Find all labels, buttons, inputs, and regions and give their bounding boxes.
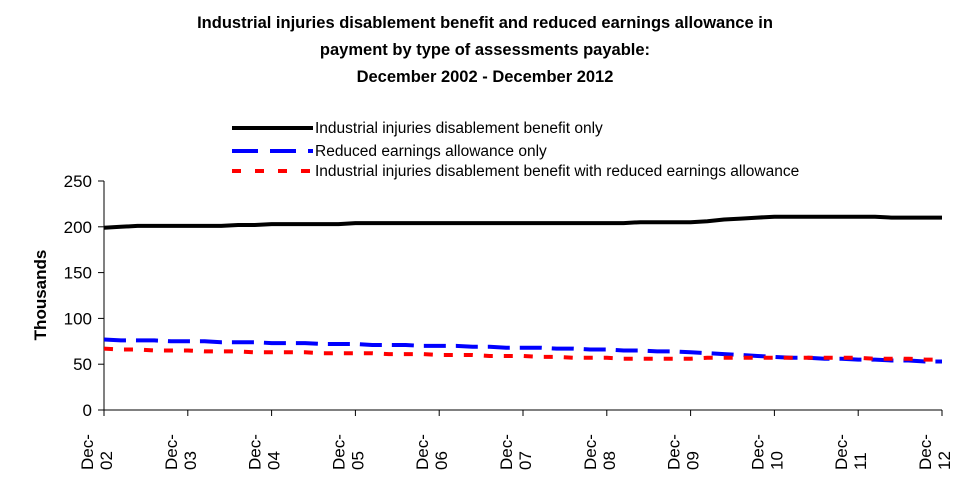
chart-title-line-1: Industrial injuries disablement benefit … bbox=[197, 14, 773, 32]
x-tick-label-year: 08 bbox=[600, 451, 619, 470]
y-tick-label: 0 bbox=[83, 401, 92, 420]
y-tick-label: 50 bbox=[73, 355, 92, 374]
x-tick-label-year: 10 bbox=[767, 451, 786, 470]
x-tick-label: Dec- 03 bbox=[162, 434, 200, 470]
x-tick-label-prefix: Dec- bbox=[497, 434, 516, 470]
x-tick-label-year: 12 bbox=[935, 451, 954, 470]
legend-label-3: Industrial injuries disablement benefit … bbox=[315, 163, 799, 180]
x-tick-label-prefix: Dec- bbox=[78, 434, 97, 470]
x-tick-label-prefix: Dec- bbox=[748, 434, 767, 470]
legend: Industrial injuries disablement benefit … bbox=[232, 120, 799, 180]
x-tick-label-year: 06 bbox=[432, 451, 451, 470]
x-tick-label-year: 11 bbox=[851, 452, 870, 470]
chart-title-line-2: payment by type of assessments payable: bbox=[319, 41, 651, 59]
y-tick-label: 150 bbox=[64, 264, 92, 283]
x-tick-label: Dec- 04 bbox=[246, 434, 284, 470]
y-axis-title: Thousands bbox=[31, 250, 50, 341]
x-tick-label: Dec- 09 bbox=[665, 434, 703, 470]
x-tick-label-prefix: Dec- bbox=[665, 434, 684, 470]
x-tick-label-year: 07 bbox=[516, 451, 535, 470]
series-line-2 bbox=[103, 337, 942, 364]
x-tick-label: Dec- 08 bbox=[581, 434, 619, 470]
x-tick-label: Dec- 05 bbox=[329, 434, 367, 470]
x-tick-label-prefix: Dec- bbox=[832, 434, 851, 470]
x-tick-label: Dec- 11 bbox=[832, 434, 870, 470]
y-tick-label: 100 bbox=[64, 309, 92, 328]
series-group bbox=[103, 214, 942, 364]
x-tick-label-year: 02 bbox=[97, 451, 116, 470]
x-tick-label: Dec- 12 bbox=[916, 434, 954, 470]
x-tick-label-prefix: Dec- bbox=[329, 434, 348, 470]
x-tick-label-year: 04 bbox=[265, 451, 284, 470]
x-tick-label-year: 09 bbox=[684, 451, 703, 470]
legend-label-1: Industrial injuries disablement benefit … bbox=[315, 120, 603, 137]
x-tick-label-prefix: Dec- bbox=[413, 434, 432, 470]
x-tick-label-year: 05 bbox=[348, 451, 367, 470]
x-tick-label-year: 03 bbox=[181, 451, 200, 470]
series-line-1 bbox=[103, 214, 942, 230]
y-tick-label: 250 bbox=[64, 172, 92, 191]
y-tick-label: 200 bbox=[64, 218, 92, 237]
x-tick-label-prefix: Dec- bbox=[162, 434, 181, 470]
legend-label-2: Reduced earnings allowance only bbox=[315, 143, 547, 160]
x-tick-label: Dec- 06 bbox=[413, 434, 451, 470]
x-tick-label-prefix: Dec- bbox=[916, 434, 935, 470]
chart-title: Industrial injuries disablement benefit … bbox=[0, 10, 970, 91]
x-tick-label-prefix: Dec- bbox=[581, 434, 600, 470]
x-tick-label: Dec- 10 bbox=[748, 434, 786, 470]
chart-title-line-3: December 2002 - December 2012 bbox=[356, 68, 614, 86]
x-tick-label-prefix: Dec- bbox=[246, 434, 265, 470]
x-tick-label: Dec- 02 bbox=[78, 434, 116, 470]
x-tick-label: Dec- 07 bbox=[497, 434, 535, 470]
